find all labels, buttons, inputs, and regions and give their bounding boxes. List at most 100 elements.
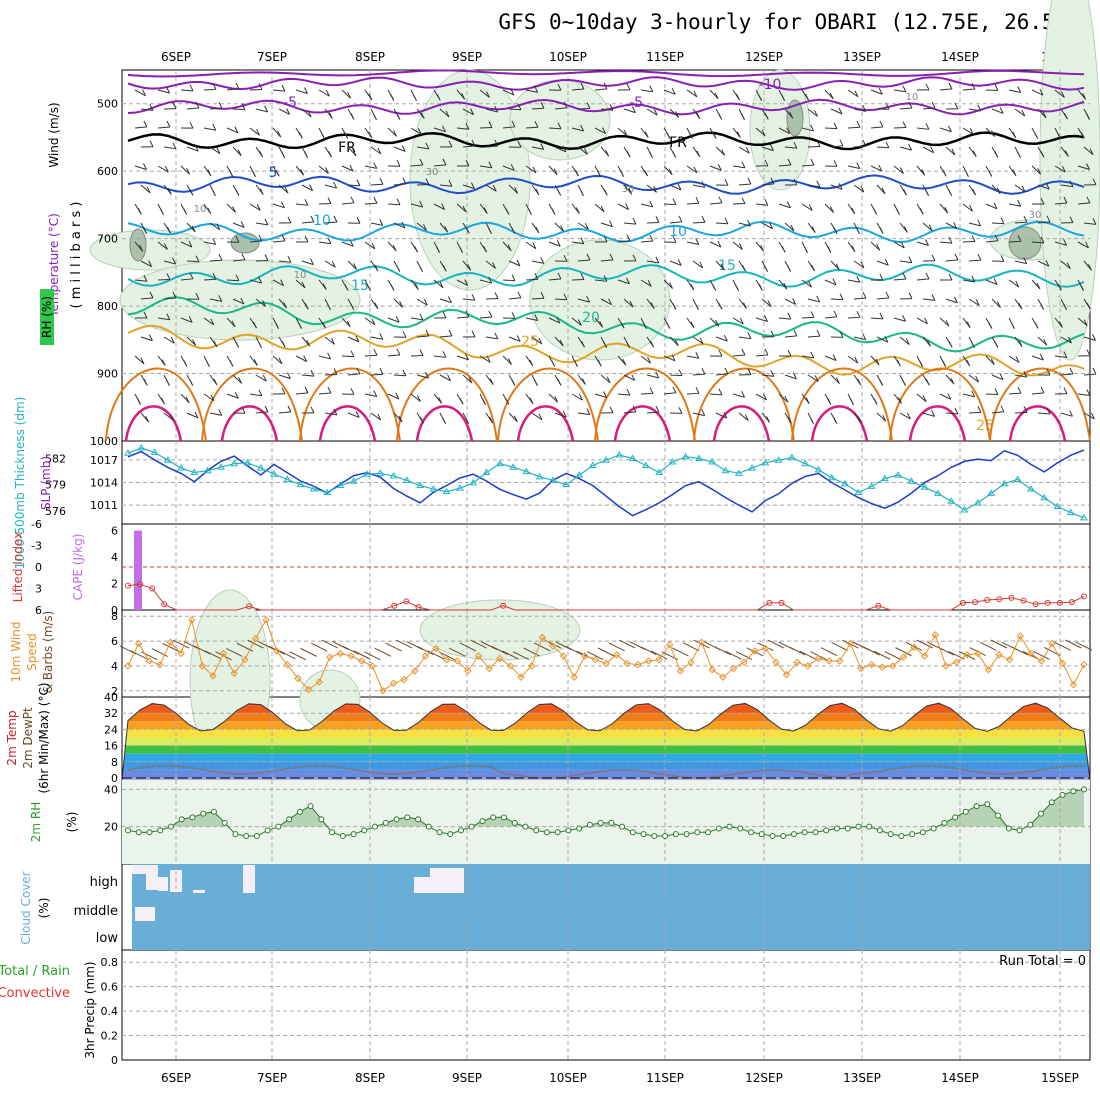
- wind-barb-flag: [655, 405, 660, 413]
- wind-barb-flag: [563, 254, 568, 262]
- wind-barb: [916, 317, 928, 325]
- ylabel-precip: 3hr Precip (mm): [83, 961, 97, 1058]
- wind-barb: [341, 317, 351, 328]
- rh-point: [500, 814, 507, 821]
- rh-point: [286, 816, 293, 823]
- surface-wind-barb: [353, 650, 370, 660]
- wind-tick-label: 6: [111, 635, 118, 648]
- wind-barb-flag: [586, 102, 591, 109]
- wind-barb: [502, 241, 512, 252]
- wind-barb-flag: [994, 151, 999, 158]
- wind-barb-flag: [167, 226, 171, 234]
- wind-barb-flag: [448, 329, 453, 337]
- wind-barb: [1083, 222, 1096, 225]
- wind-barb-flag: [392, 244, 397, 252]
- temp-tick-label: 24: [104, 723, 118, 736]
- wind-barb-flag: [372, 113, 377, 120]
- wind-barb: [163, 260, 176, 265]
- wind-barb-flag: [517, 291, 522, 299]
- wind-barb-flag: [396, 160, 401, 167]
- surface-wind-barb: [863, 646, 880, 656]
- wind-barb: [347, 336, 360, 343]
- wind-barb: [876, 260, 889, 266]
- wind-barb: [968, 411, 982, 414]
- ylabel-cape: CAPE (J/kg): [71, 534, 85, 601]
- wind-barb-flag: [793, 141, 798, 149]
- rh-point: [243, 833, 250, 839]
- rh-point: [275, 823, 282, 830]
- wind-barb: [485, 260, 496, 269]
- wind-speed-point: [591, 656, 600, 664]
- wind-barb: [364, 202, 378, 205]
- wind-barb: [180, 317, 193, 323]
- wind-barb-flag: [953, 222, 958, 229]
- wind-barb: [899, 260, 912, 264]
- wind-barb-flag: [781, 94, 786, 101]
- thickness-point: [641, 461, 650, 468]
- wind-barb: [669, 336, 679, 347]
- wind-speed-point: [209, 672, 217, 680]
- rh-point: [264, 827, 271, 834]
- rh-point: [1038, 810, 1045, 817]
- surface-wind-barb: [491, 646, 509, 655]
- temp-color-band: [122, 713, 1090, 722]
- wind-barb: [186, 412, 199, 419]
- wind-barb-flag: [489, 416, 494, 424]
- lifted-index-point: [778, 599, 785, 606]
- wind-barb: [278, 411, 291, 414]
- wind-barb: [439, 298, 452, 304]
- thickness-point: [602, 456, 610, 463]
- wind-barb: [761, 222, 773, 230]
- wind-barb: [962, 393, 975, 398]
- temp-color-band: [122, 761, 1090, 770]
- wind-barb-flag: [1039, 88, 1044, 96]
- rh-tick-label: 40: [104, 783, 118, 796]
- thickness-point: [203, 466, 212, 474]
- wind-barb: [577, 412, 590, 416]
- surface-wind-barb: [905, 642, 923, 651]
- temp-tick-label: 8: [111, 756, 118, 769]
- thickness-point: [973, 499, 982, 506]
- wind-barb-flag: [816, 140, 821, 147]
- wind-speed-point: [453, 657, 461, 665]
- wind-barb: [134, 279, 147, 282]
- wind-barb: [692, 412, 705, 417]
- wind-barb-flag: [965, 170, 969, 177]
- wind-barb-flag: [306, 339, 311, 347]
- wind-barb: [847, 89, 859, 98]
- rh-point: [479, 818, 486, 825]
- wind-barb-flag: [972, 150, 977, 157]
- wind-speed-point: [910, 643, 918, 651]
- thickness-series-line: [127, 447, 1085, 519]
- wind-speed-point: [1059, 659, 1067, 668]
- wind-barb-flag: [149, 291, 154, 299]
- thickness-point: [310, 485, 318, 492]
- surface-wind-barb: [693, 639, 710, 649]
- rh-point: [780, 833, 787, 839]
- wind-barb-flag: [966, 359, 971, 367]
- wind-speed-point: [687, 658, 695, 666]
- wind-barb-flag: [761, 129, 766, 137]
- wind-barb-flag: [192, 339, 197, 346]
- wind-barb-flag: [600, 205, 605, 213]
- wind-barb-flag: [810, 351, 815, 359]
- wind-speed-point: [1005, 656, 1014, 664]
- wind-barb-flag: [529, 397, 534, 404]
- diurnal-contour-orange: [201, 367, 303, 442]
- wind-barb-flag: [655, 256, 660, 264]
- wind-barb-flag: [148, 334, 153, 341]
- wind-barb-flag: [425, 142, 430, 150]
- wind-barb: [1077, 317, 1088, 327]
- wind-barb-flag: [839, 331, 844, 338]
- wind-barb-flag: [212, 83, 217, 90]
- wind-speed-point: [655, 656, 663, 664]
- rh-point: [167, 823, 174, 830]
- wind-barb-flag: [207, 169, 212, 177]
- wind-barb-flag: [240, 221, 245, 228]
- wind-barb-flag: [816, 329, 821, 337]
- wind-barb-flag: [767, 300, 772, 308]
- wind-barb-flag: [459, 398, 464, 405]
- wind-barb-flag: [856, 275, 861, 283]
- wind-barb-flag: [540, 257, 545, 264]
- wind-barb: [456, 127, 469, 130]
